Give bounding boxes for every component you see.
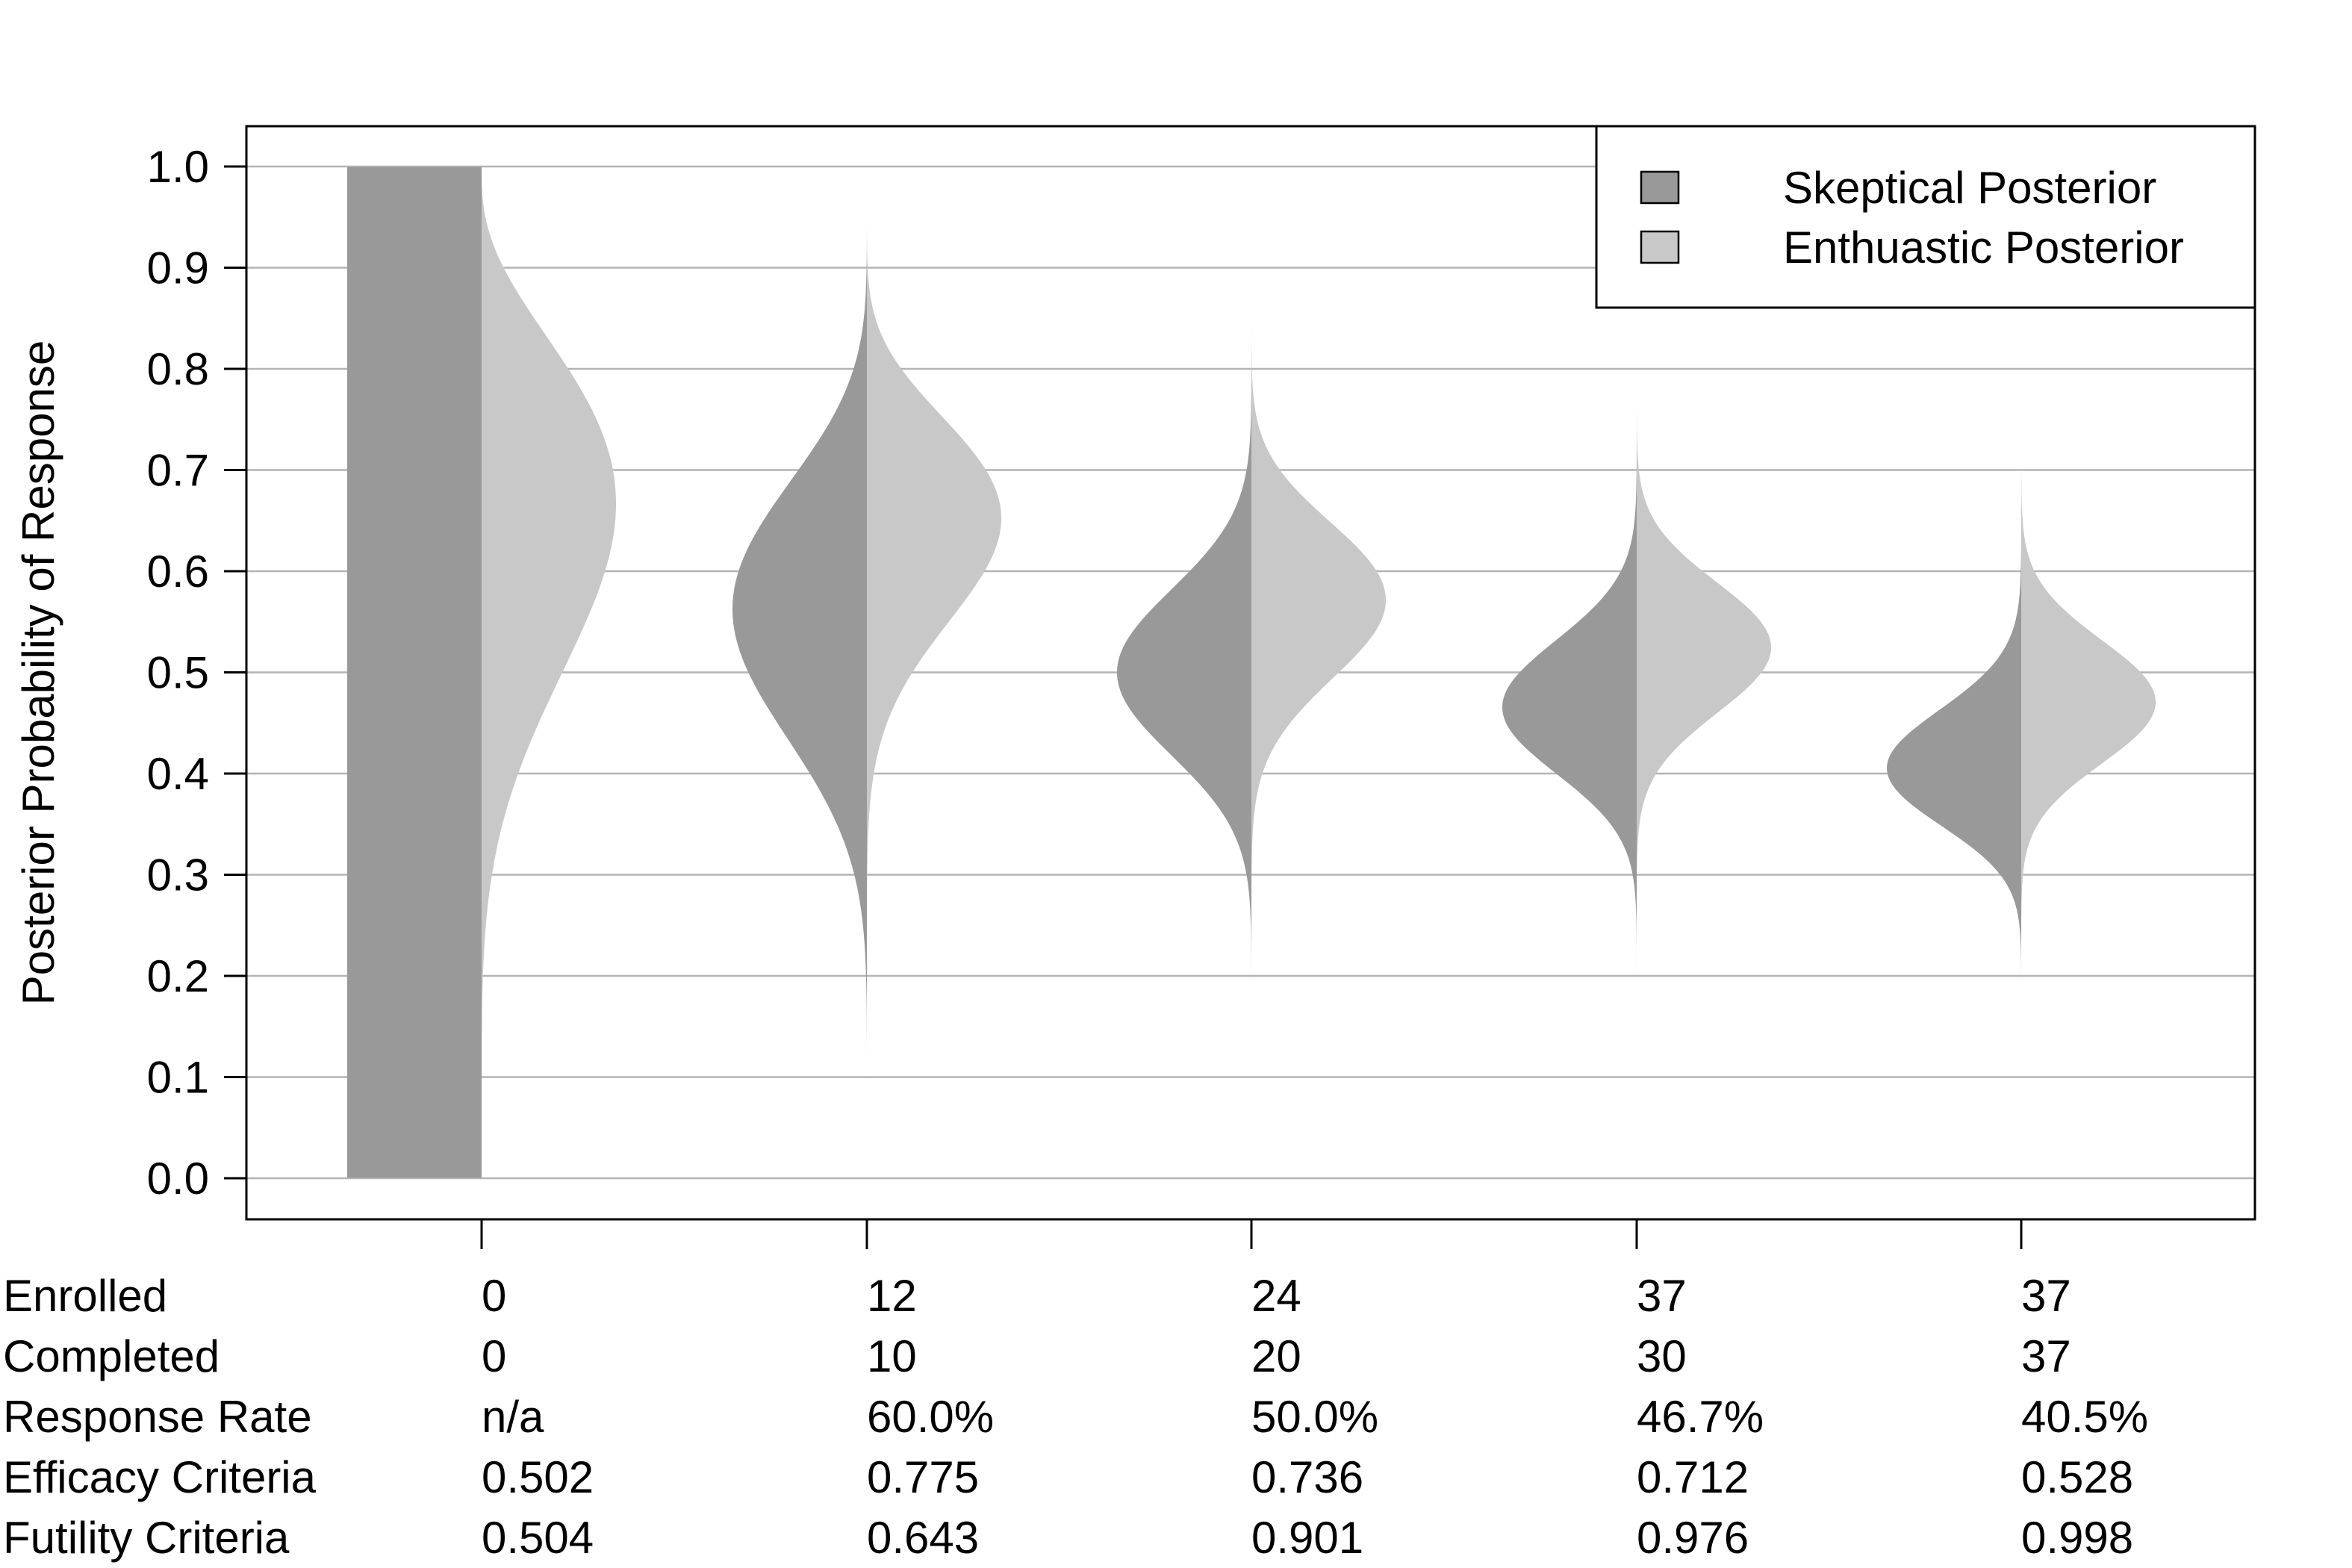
cell-response-rate-0: n/a: [482, 1392, 544, 1442]
row-label-completed: Completed: [3, 1331, 220, 1381]
row-label-futility-criteria: Futility Criteria: [3, 1513, 290, 1563]
cell-efficacy-criteria-1: 0.775: [867, 1452, 979, 1502]
legend-swatch-enthuastic: [1640, 230, 1680, 264]
cell-enrolled-2: 24: [1251, 1271, 1301, 1321]
cell-efficacy-criteria-2: 0.736: [1251, 1452, 1363, 1502]
skeptical-violin-1: [732, 167, 867, 1178]
cell-enrolled-3: 37: [1637, 1271, 1687, 1321]
y-tick-label: 0.9: [147, 243, 209, 293]
y-tick-label: 0.0: [147, 1154, 209, 1204]
legend-label-enthuastic: Enthuastic Posterior: [1783, 223, 2184, 273]
cell-completed-0: 0: [482, 1331, 506, 1381]
enthuastic-violin-0: [482, 167, 616, 1178]
enthuastic-violin-2: [1251, 167, 1386, 1178]
skeptical-violin-3: [1502, 167, 1637, 1178]
enthuastic-violin-3: [1637, 167, 1771, 1178]
skeptical-violin-2: [1117, 167, 1251, 1178]
skeptical-violin-0: [347, 167, 482, 1178]
legend-swatch-skeptical: [1640, 170, 1680, 205]
y-tick-label: 0.6: [147, 547, 209, 597]
legend-box: [1595, 125, 2256, 309]
cell-futility-criteria-1: 0.643: [867, 1513, 979, 1563]
row-label-efficacy-criteria: Efficacy Criteria: [3, 1452, 317, 1502]
cell-response-rate-1: 60.0%: [867, 1392, 994, 1442]
row-label-response-rate: Response Rate: [3, 1392, 312, 1442]
y-tick-label: 0.3: [147, 850, 209, 900]
x-axis: [480, 1219, 2023, 1249]
row-label-enrolled: Enrolled: [3, 1271, 167, 1321]
legend: Skeptical Posterior Enthuastic Posterior: [1595, 125, 2256, 309]
violins: [347, 167, 2156, 1178]
cell-futility-criteria-0: 0.504: [482, 1513, 594, 1563]
y-tick-label: 0.7: [147, 446, 209, 496]
y-tick-label: 0.5: [147, 648, 209, 698]
cell-efficacy-criteria-3: 0.712: [1637, 1452, 1749, 1502]
cell-completed-2: 20: [1251, 1331, 1301, 1381]
cell-enrolled-1: 12: [867, 1271, 917, 1321]
summary-table: Enrolled 0 12 24 37 37 Completed 0 10 20 30 37 Respo…: [3, 1271, 2148, 1563]
cell-futility-criteria-2: 0.901: [1251, 1513, 1363, 1563]
enthuastic-violin-4: [2021, 167, 2156, 1178]
cell-response-rate-3: 46.7%: [1637, 1392, 1764, 1442]
y-tick-label: 0.1: [147, 1053, 209, 1103]
cell-enrolled-0: 0: [482, 1271, 506, 1321]
y-tick-label: 0.2: [147, 951, 209, 1001]
enthuastic-violin-1: [867, 167, 1001, 1178]
y-tick-label: 1.0: [147, 142, 209, 192]
y-axis-label: Posterior Probability of Response: [13, 340, 63, 1005]
cell-futility-criteria-3: 0.976: [1637, 1513, 1749, 1563]
cell-response-rate-4: 40.5%: [2021, 1392, 2148, 1442]
cell-completed-1: 10: [867, 1331, 917, 1381]
y-tick-label: 0.4: [147, 749, 209, 799]
cell-futility-criteria-4: 0.998: [2021, 1513, 2133, 1563]
cell-completed-3: 30: [1637, 1331, 1687, 1381]
skeptical-violin-4: [1887, 167, 2021, 1178]
y-tick-label: 0.8: [147, 344, 209, 394]
cell-completed-4: 37: [2021, 1331, 2071, 1381]
cell-enrolled-4: 37: [2021, 1271, 2071, 1321]
cell-efficacy-criteria-4: 0.528: [2021, 1452, 2133, 1502]
legend-label-skeptical: Skeptical Posterior: [1783, 163, 2156, 213]
y-axis: 0.0 0.1 0.2 0.3 0.4 0.5 0.6 0.7 0.8 0.9 1.0: [147, 142, 246, 1204]
cell-efficacy-criteria-0: 0.502: [482, 1452, 594, 1502]
cell-response-rate-2: 50.0%: [1251, 1392, 1378, 1442]
